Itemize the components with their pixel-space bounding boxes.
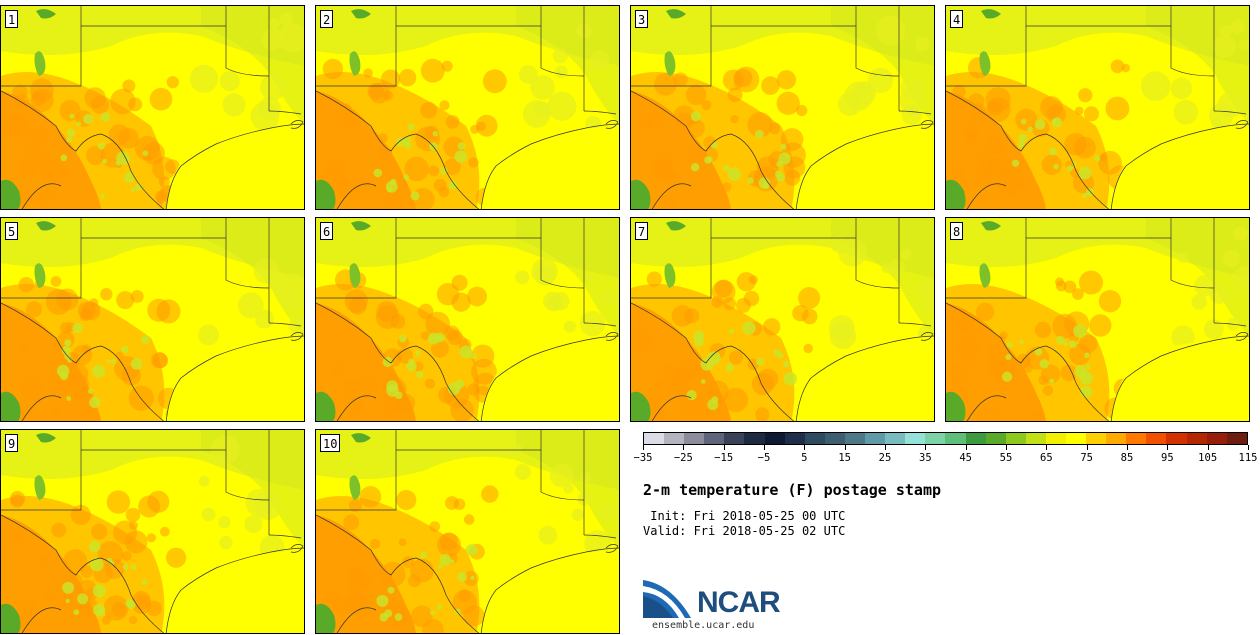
colorbar-segment	[1025, 433, 1046, 444]
colorbar-tick	[885, 445, 886, 450]
colorbar-tick	[1127, 445, 1128, 450]
colorbar-tick-label: 15	[838, 452, 851, 464]
colorbar-segment	[1146, 433, 1167, 444]
postage-stamp-map[interactable]: 4	[945, 5, 1250, 210]
colorbar-tick-label: −5	[757, 452, 771, 464]
colorbar-tick	[1167, 445, 1169, 450]
postage-stamp-map[interactable]: 1	[0, 5, 305, 210]
colorbar-segment	[844, 433, 866, 444]
colorbar-segment	[684, 433, 705, 444]
colorbar-segment	[764, 433, 785, 444]
colorbar	[643, 432, 1248, 445]
postage-stamp-map[interactable]: 5	[0, 217, 305, 422]
postage-stamp-map[interactable]: 6	[315, 217, 620, 422]
init-time: Init: Fri 2018-05-25 00 UTC	[643, 509, 846, 523]
colorbar-tick-label: 55	[999, 452, 1013, 464]
stamp-label: 4	[950, 10, 964, 28]
colorbar-tick-label: 105	[1198, 452, 1218, 464]
postage-stamp-map[interactable]: 9	[0, 429, 305, 634]
colorbar-tick	[925, 445, 927, 450]
colorbar-tick-label: 115	[1238, 452, 1258, 464]
colorbar-segment	[1126, 433, 1147, 444]
colorbar-segment	[724, 433, 745, 444]
colorbar-tick	[844, 445, 846, 450]
colorbar-tick	[1046, 445, 1048, 450]
colorbar-segment	[885, 433, 906, 444]
colorbar-tick	[804, 445, 806, 450]
colorbar-segment	[1086, 433, 1107, 444]
colorbar-segment	[945, 433, 966, 444]
postage-stamp-map[interactable]: 8	[945, 217, 1250, 422]
colorbar-segment	[1045, 433, 1066, 444]
stamp-label: 7	[635, 222, 649, 240]
colorbar-tick-label: 95	[1161, 452, 1174, 464]
colorbar-tick-label: 5	[801, 452, 808, 464]
colorbar-segment	[1186, 433, 1207, 444]
colorbar-segment	[664, 433, 685, 444]
stamp-label: 5	[5, 222, 19, 240]
colorbar-segment	[804, 433, 825, 444]
colorbar-tick-label: 35	[919, 452, 932, 464]
colorbar-segment	[784, 433, 805, 444]
colorbar-tick	[965, 445, 967, 450]
colorbar-segment	[744, 433, 765, 444]
postage-stamp-map[interactable]: 7	[630, 217, 935, 422]
ncar-logo-icon	[643, 580, 691, 618]
colorbar-tick	[643, 445, 644, 450]
colorbar-segment	[985, 433, 1006, 444]
postage-stamp-map[interactable]: 10	[315, 429, 620, 634]
colorbar-segment	[1005, 433, 1026, 444]
colorbar-segment	[824, 433, 845, 444]
colorbar-segment	[1166, 433, 1187, 444]
valid-time: Valid: Fri 2018-05-25 02 UTC	[643, 524, 846, 538]
colorbar-tick-label: 25	[878, 452, 892, 464]
colorbar-tick-label: −25	[673, 452, 693, 464]
colorbar-segment	[925, 433, 946, 444]
colorbar-ticks: −35 −25 −15 −5 5 15 25 35 45 55 65 75 85 95 105 115	[634, 445, 1257, 467]
colorbar-segment	[905, 433, 926, 444]
colorbar-tick-label: 85	[1120, 452, 1134, 464]
colorbar-tick	[1207, 445, 1209, 450]
colorbar-tick	[1248, 445, 1249, 450]
colorbar-segment	[965, 433, 986, 444]
colorbar-tick-label: 75	[1080, 452, 1093, 464]
colorbar-tick	[683, 445, 685, 450]
stamp-label: 1	[5, 10, 19, 28]
colorbar-tick-label: −15	[714, 452, 734, 464]
colorbar-segment	[1106, 433, 1127, 444]
stamp-label: 10	[320, 434, 341, 452]
colorbar-tick	[1006, 445, 1007, 450]
colorbar-tick	[1086, 445, 1088, 450]
postage-stamp-map[interactable]: 3	[630, 5, 935, 210]
chart-title: 2-m temperature (F) postage stamp	[643, 481, 942, 499]
colorbar-segment	[644, 433, 665, 444]
colorbar-segment	[865, 433, 886, 444]
colorbar-segment	[704, 433, 725, 444]
colorbar-segment	[1226, 433, 1247, 444]
colorbar-segment	[1206, 433, 1227, 444]
stamp-label: 6	[320, 222, 334, 240]
stamp-label: 3	[635, 10, 649, 28]
colorbar-tick	[764, 445, 765, 450]
colorbar-tick-label: −35	[633, 452, 653, 464]
colorbar-tick-label: 45	[959, 452, 972, 464]
colorbar-segment	[1065, 433, 1087, 444]
logo-text: NCAR	[697, 586, 781, 619]
colorbar-tick	[723, 445, 725, 450]
postage-stamp-map[interactable]: 2	[315, 5, 620, 210]
colorbar-tick-label: 65	[1040, 452, 1053, 464]
site-url: ensemble.ucar.edu	[652, 620, 755, 631]
stamp-label: 8	[950, 222, 964, 240]
stamp-label: 9	[5, 434, 19, 452]
stamp-label: 2	[320, 10, 334, 28]
